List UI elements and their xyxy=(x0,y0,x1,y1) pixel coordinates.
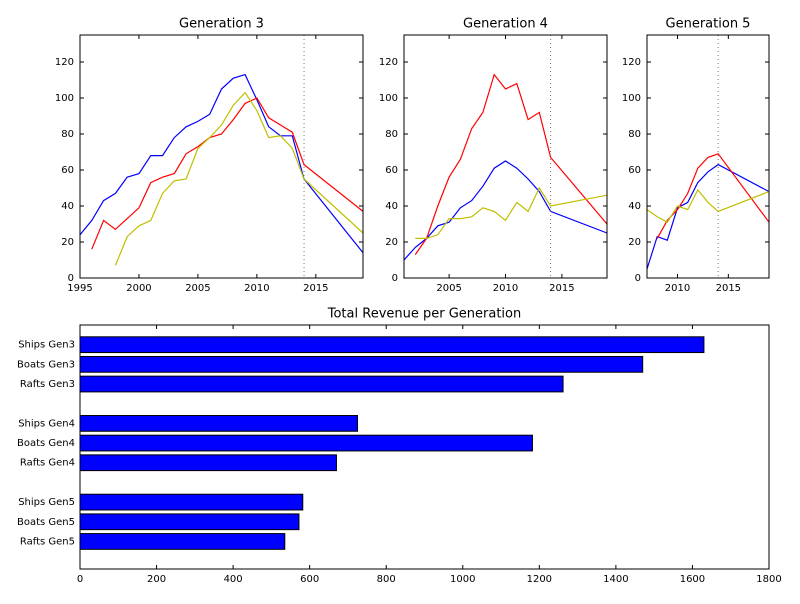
chart-title: Generation 5 xyxy=(666,17,751,32)
y-tick-label: 100 xyxy=(379,93,398,104)
x-tick-label: 2015 xyxy=(716,283,741,294)
chart-title: Total Revenue per Generation xyxy=(327,307,522,322)
bar xyxy=(79,513,300,531)
x-tick-label: 2015 xyxy=(303,283,328,294)
plot-frame xyxy=(646,34,770,279)
chart-title: Generation 4 xyxy=(463,17,548,32)
y-tick-label: 0 xyxy=(68,273,74,284)
line-series xyxy=(646,163,770,270)
bar xyxy=(79,493,304,511)
y-tick-label: Rafts Gen5 xyxy=(20,536,75,547)
x-tick-label: 1600 xyxy=(680,574,705,585)
x-tick-label: 1800 xyxy=(756,574,781,585)
chart-title: Generation 3 xyxy=(179,17,264,32)
y-tick-label: 40 xyxy=(61,201,74,212)
x-tick-label: 0 xyxy=(77,574,83,585)
y-tick-label: 80 xyxy=(61,129,74,140)
y-tick-label: 120 xyxy=(622,57,641,68)
x-tick-label: 2010 xyxy=(244,283,269,294)
x-tick-label: 200 xyxy=(147,574,166,585)
y-tick-label: 100 xyxy=(622,93,641,104)
x-tick-label: 2010 xyxy=(665,283,690,294)
y-tick-label: Boats Gen3 xyxy=(17,359,75,370)
y-tick-label: 120 xyxy=(55,57,74,68)
x-tick-label: 2005 xyxy=(436,283,461,294)
x-tick-label: 2005 xyxy=(185,283,210,294)
x-tick-label: 1000 xyxy=(450,574,475,585)
y-tick-label: 40 xyxy=(628,201,641,212)
x-tick-label: 2000 xyxy=(126,283,151,294)
plot-frame xyxy=(79,324,770,570)
y-tick-label: Rafts Gen3 xyxy=(20,379,75,390)
y-tick-label: 20 xyxy=(61,237,74,248)
bar xyxy=(79,375,564,393)
y-tick-label: Ships Gen5 xyxy=(18,497,75,508)
y-tick-label: 60 xyxy=(61,165,74,176)
y-tick-label: Ships Gen3 xyxy=(18,340,75,351)
plot-frame xyxy=(79,34,364,279)
line-series xyxy=(646,188,770,223)
y-tick-label: 60 xyxy=(628,165,641,176)
line-series xyxy=(79,73,364,254)
y-tick-label: 80 xyxy=(628,129,641,140)
line-series xyxy=(91,97,364,250)
y-tick-label: 120 xyxy=(379,57,398,68)
y-tick-label: 40 xyxy=(385,201,398,212)
y-tick-label: 60 xyxy=(385,165,398,176)
plot-frame xyxy=(403,34,608,279)
x-tick-label: 400 xyxy=(224,574,243,585)
bar xyxy=(79,533,286,550)
y-tick-label: 20 xyxy=(385,237,398,248)
line-series xyxy=(414,73,608,255)
line-series xyxy=(415,186,608,239)
bar xyxy=(79,415,359,432)
y-tick-label: Ships Gen4 xyxy=(18,418,75,429)
bar xyxy=(79,336,705,354)
y-tick-label: Boats Gen4 xyxy=(17,438,75,449)
x-tick-label: 1995 xyxy=(67,283,92,294)
line-series xyxy=(114,91,364,266)
line-series xyxy=(403,160,608,261)
bar xyxy=(79,355,644,373)
y-tick-label: 0 xyxy=(635,273,641,284)
x-tick-label: 600 xyxy=(300,574,319,585)
x-tick-label: 1200 xyxy=(527,574,552,585)
y-tick-label: Boats Gen5 xyxy=(17,517,75,528)
bar xyxy=(79,454,337,472)
bar xyxy=(79,434,533,452)
x-tick-label: 2010 xyxy=(493,283,518,294)
y-tick-label: 0 xyxy=(392,273,398,284)
x-tick-label: 1400 xyxy=(603,574,628,585)
y-tick-label: Rafts Gen4 xyxy=(20,458,75,469)
x-tick-label: 2015 xyxy=(549,283,574,294)
y-tick-label: 20 xyxy=(628,237,641,248)
y-tick-label: 80 xyxy=(385,129,398,140)
line-series xyxy=(656,153,770,239)
x-tick-label: 800 xyxy=(377,574,396,585)
y-tick-label: 100 xyxy=(55,93,74,104)
